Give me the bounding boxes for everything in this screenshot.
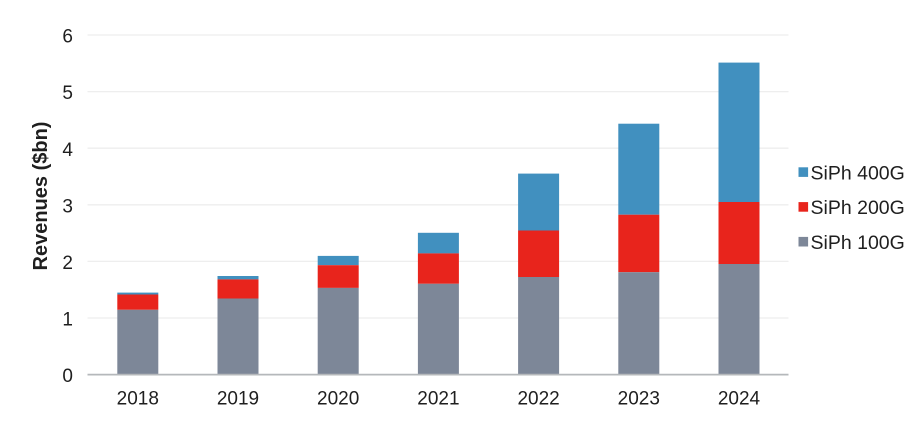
svg-text:1: 1 [62,310,73,331]
svg-text:4: 4 [62,140,73,161]
svg-text:Revenues ($bn): Revenues ($bn) [30,122,52,271]
svg-text:SiPh 100G: SiPh 100G [811,232,905,254]
svg-text:2018: 2018 [117,389,159,410]
svg-text:6: 6 [62,27,73,48]
svg-text:2: 2 [62,253,73,274]
svg-text:2021: 2021 [417,389,459,410]
svg-text:3: 3 [62,196,73,217]
svg-text:SiPh 400G: SiPh 400G [811,162,905,184]
svg-text:SiPh 200G: SiPh 200G [811,197,905,219]
svg-text:2020: 2020 [317,389,359,410]
svg-text:2019: 2019 [217,389,259,410]
svg-text:2023: 2023 [618,389,660,410]
svg-text:2024: 2024 [718,389,761,410]
svg-text:2022: 2022 [517,389,559,410]
svg-text:0: 0 [62,366,73,387]
svg-text:5: 5 [62,83,73,104]
